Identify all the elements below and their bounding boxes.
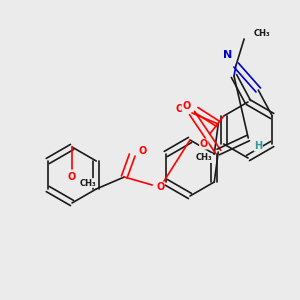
Text: CH₃: CH₃ — [254, 28, 270, 38]
Text: CH₃: CH₃ — [80, 178, 96, 188]
Text: CH₃: CH₃ — [195, 154, 212, 163]
Text: O: O — [182, 101, 190, 111]
Text: O: O — [200, 139, 208, 149]
Text: O: O — [156, 182, 164, 192]
Text: O: O — [138, 146, 146, 156]
Text: H: H — [254, 141, 262, 151]
Text: O: O — [176, 104, 184, 114]
Text: O: O — [68, 172, 76, 182]
Text: N: N — [224, 50, 233, 60]
